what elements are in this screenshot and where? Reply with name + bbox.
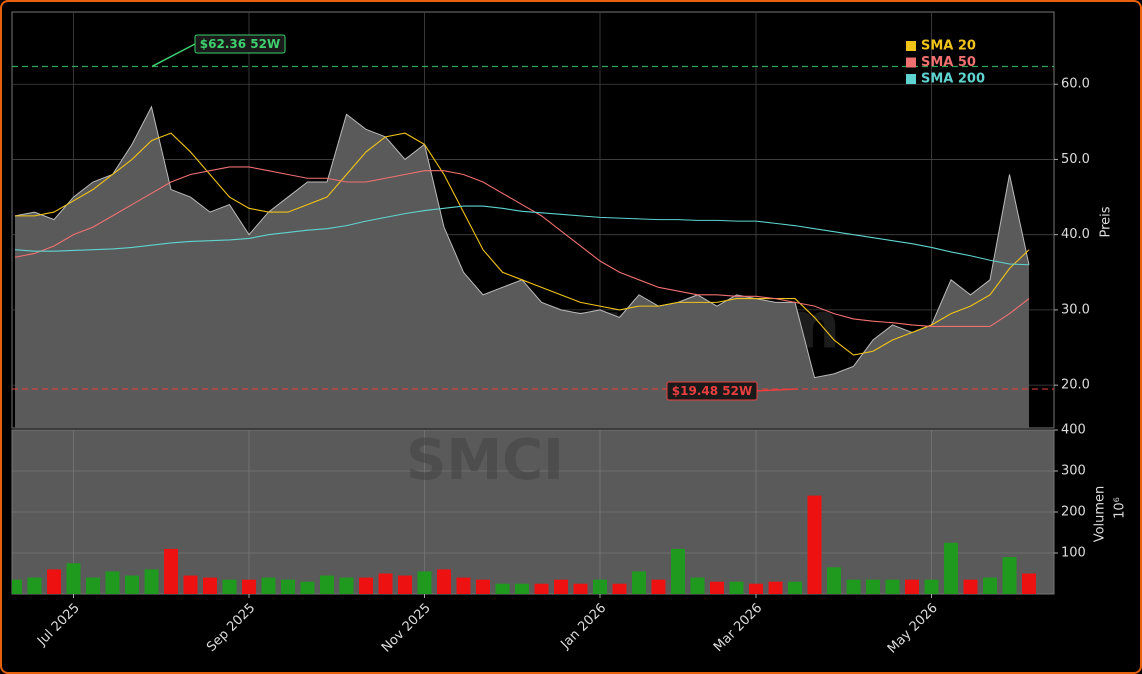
legend-swatch [906,57,916,68]
volume-bar [456,577,471,594]
legend-label: SMA 200 [921,72,985,87]
volume-bar [66,563,81,594]
volume-layer: SMCI [12,428,1054,594]
y-tick-label: 400 [1061,423,1086,438]
volume-bar [125,575,139,594]
volume-bar [495,583,510,594]
volume-bar [612,583,627,594]
volume-bar [573,583,588,594]
annotation-label: $62.36 52W [200,37,280,51]
volume-bar [144,569,159,594]
annotation-label: $19.48 52W [672,384,752,398]
volume-bar [671,548,685,594]
volume-bar [261,577,276,594]
volume-bar [183,575,198,594]
price-area [15,106,1029,428]
legend-label: SMA 20 [921,39,976,54]
y-tick-label: 60.0 [1061,77,1090,92]
volume-bar [710,581,724,594]
volume-bar [378,573,393,594]
volume-bar [807,495,822,594]
x-tick-label: Jan 2026 [557,601,609,653]
volume-bar [963,579,978,594]
volume-bar [632,571,646,594]
volume-bar [437,569,451,594]
annotation-arrow [754,388,799,392]
volume-bar [788,581,802,594]
x-tick-label: Sep 2025 [204,601,258,655]
y-tick-label: 100 [1061,546,1086,561]
sma-line [14,205,1030,266]
x-tick-label: Nov 2025 [379,601,434,656]
x-tick-label: May 2026 [885,601,941,657]
volume-bar [515,583,529,594]
y-tick-label: 40.0 [1061,227,1090,242]
volume-bar [729,581,744,594]
volume-bar [281,579,295,594]
volume-bar [905,579,919,594]
volume-bar [651,579,666,594]
volume-bar [885,579,900,594]
x-tick-label: Jul 2025 [34,601,83,650]
volume-bar [866,579,880,594]
volume-axis-label: Volumen [1093,486,1108,543]
volume-bar [203,577,217,594]
x-tick-label: Mar 2026 [711,601,765,655]
volume-bar [359,577,373,594]
volume-bar [222,579,237,594]
price-axis-label: Preis [1099,206,1114,237]
volume-bar [105,571,120,594]
volume-bar [1022,573,1036,594]
annotation-box [194,34,286,54]
volume-bar [593,579,607,594]
sma-line [15,132,1030,356]
volume-bar [12,579,22,594]
y-tick-label: 30.0 [1061,302,1090,317]
volume-unit-label: 10⁶ [1113,497,1128,519]
legend-swatch [906,41,916,51]
volume-bar [86,577,100,594]
y-tick-label: 20.0 [1061,378,1090,393]
volume-bar [846,579,861,594]
watermark: SMCI [406,428,564,493]
volume-bar [320,575,334,594]
volume-bar [1002,557,1017,594]
volume-bar [534,583,549,594]
volume-bar [924,579,939,594]
volume-bar [690,577,705,594]
volume-bar [164,548,178,594]
volume-bar [476,579,490,594]
volume-bar [944,542,958,594]
volume-bar [417,571,432,594]
volume-bar [300,581,315,594]
y-tick-label: 300 [1061,464,1086,479]
volume-bar [554,579,568,594]
volume-bar [47,569,61,594]
annotation-arrow [151,43,196,68]
volume-bar [339,577,354,594]
legend-label: SMA 50 [921,55,976,70]
sma-line [14,166,1030,327]
annotation-box [666,381,758,401]
volume-bar [27,577,42,594]
y-tick-label: 50.0 [1061,152,1090,167]
legend-swatch [906,74,916,84]
y-tick-label: 200 [1061,505,1086,520]
price-layer: stocknewsroom.com [12,12,1054,428]
volume-bar [983,577,997,594]
volume-bar [749,583,763,594]
volume-bar [398,575,412,594]
volume-bar [768,581,783,594]
volume-bar [827,567,841,594]
volume-bar [242,579,256,594]
